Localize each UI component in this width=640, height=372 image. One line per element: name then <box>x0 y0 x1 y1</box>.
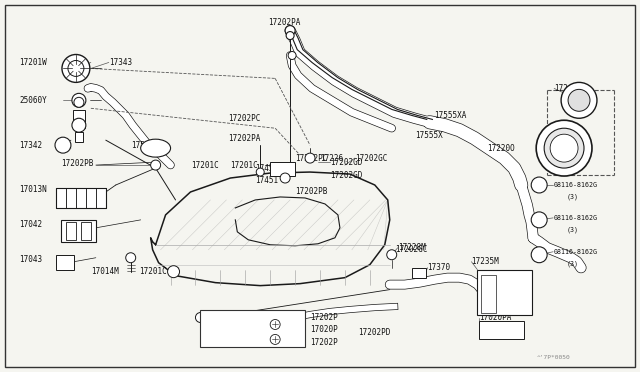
Circle shape <box>256 168 264 176</box>
Circle shape <box>536 120 592 176</box>
Bar <box>96 188 106 208</box>
Text: 17202PD: 17202PD <box>358 328 390 337</box>
Bar <box>73 110 85 128</box>
Bar <box>200 310 305 347</box>
Circle shape <box>531 177 547 193</box>
Text: 17020PA: 17020PA <box>479 313 512 322</box>
Circle shape <box>125 253 136 263</box>
Circle shape <box>195 312 205 323</box>
Circle shape <box>62 54 90 82</box>
Bar <box>61 220 96 242</box>
Bar <box>477 270 532 314</box>
Text: 17343: 17343 <box>109 58 132 67</box>
Circle shape <box>68 61 84 76</box>
Bar <box>66 188 76 208</box>
Bar <box>86 188 96 208</box>
Circle shape <box>168 266 180 278</box>
Text: 08116-8162G: 08116-8162G <box>553 215 597 221</box>
Text: 17014M: 17014M <box>91 267 118 276</box>
Text: 17202PA: 17202PA <box>268 18 300 27</box>
Text: 17202P: 17202P <box>310 338 338 347</box>
Bar <box>481 275 497 312</box>
Text: 17202GC: 17202GC <box>395 245 427 254</box>
Text: 08116-8162G: 08116-8162G <box>553 249 597 255</box>
Text: 17202PB: 17202PB <box>61 158 93 167</box>
Circle shape <box>270 334 280 344</box>
Text: 17202GD: 17202GD <box>330 158 362 167</box>
Text: 17201: 17201 <box>202 325 225 334</box>
Bar <box>56 188 106 208</box>
Text: 17555XA: 17555XA <box>435 111 467 120</box>
Text: 17220O: 17220O <box>488 144 515 153</box>
Text: 17240+A: 17240+A <box>554 84 586 93</box>
Text: 17013N: 17013N <box>19 186 47 195</box>
Text: 17202GD: 17202GD <box>330 170 362 180</box>
Text: 17202PC: 17202PC <box>295 154 328 163</box>
Text: B: B <box>538 252 541 257</box>
Text: 17202PA: 17202PA <box>228 134 260 143</box>
Text: 17020P: 17020P <box>310 325 338 334</box>
Text: 17450: 17450 <box>255 164 278 173</box>
Bar <box>270 162 295 176</box>
Text: 17042: 17042 <box>19 220 42 230</box>
Circle shape <box>305 153 315 163</box>
Circle shape <box>270 320 280 330</box>
Bar <box>56 255 74 270</box>
Text: (3): (3) <box>567 260 579 267</box>
Text: (3): (3) <box>567 227 579 233</box>
Text: 17201C: 17201C <box>191 161 218 170</box>
Text: 17552X: 17552X <box>131 141 159 150</box>
Bar <box>75 132 83 142</box>
Text: 17202PC: 17202PC <box>228 114 260 123</box>
Circle shape <box>72 93 86 107</box>
Circle shape <box>550 134 578 162</box>
Text: 17201B: 17201B <box>232 318 260 327</box>
Circle shape <box>285 26 295 36</box>
Text: 17201C: 17201C <box>139 267 166 276</box>
Circle shape <box>286 32 294 39</box>
Circle shape <box>150 160 161 170</box>
Text: 17201W: 17201W <box>19 58 47 67</box>
Circle shape <box>531 212 547 228</box>
Bar <box>81 222 91 240</box>
Circle shape <box>568 89 590 111</box>
Circle shape <box>561 82 597 118</box>
Text: 17451: 17451 <box>255 176 278 185</box>
Bar <box>76 188 86 208</box>
Text: 17201A: 17201A <box>232 333 260 342</box>
Circle shape <box>531 247 547 263</box>
Text: 08116-8162G: 08116-8162G <box>553 182 597 188</box>
Text: (3): (3) <box>567 194 579 200</box>
Text: 25060Y: 25060Y <box>19 96 47 105</box>
Text: 17235M: 17235M <box>472 257 499 266</box>
Text: 17251: 17251 <box>549 141 572 150</box>
Ellipse shape <box>141 139 171 157</box>
Circle shape <box>72 118 86 132</box>
Text: 17043: 17043 <box>19 255 42 264</box>
Bar <box>412 268 426 278</box>
Bar <box>56 188 66 208</box>
Text: 17226: 17226 <box>320 154 343 163</box>
Bar <box>66 222 76 240</box>
Text: 17201C: 17201C <box>230 161 258 170</box>
Circle shape <box>544 128 584 168</box>
Text: B: B <box>538 183 541 187</box>
Circle shape <box>74 97 84 107</box>
Circle shape <box>280 173 290 183</box>
Circle shape <box>55 137 71 153</box>
Text: B: B <box>538 217 541 222</box>
Text: 17202PB: 17202PB <box>295 187 328 196</box>
Text: 17202P: 17202P <box>310 313 338 322</box>
Text: 17370: 17370 <box>428 263 451 272</box>
Circle shape <box>387 250 397 260</box>
Text: 17228M: 17228M <box>397 243 426 252</box>
Text: 17555X: 17555X <box>415 131 442 140</box>
Circle shape <box>288 51 296 60</box>
Text: 17202GC: 17202GC <box>355 154 387 163</box>
Text: ^'7P*0050: ^'7P*0050 <box>537 355 571 360</box>
Text: 17342: 17342 <box>19 141 42 150</box>
Bar <box>479 321 524 339</box>
